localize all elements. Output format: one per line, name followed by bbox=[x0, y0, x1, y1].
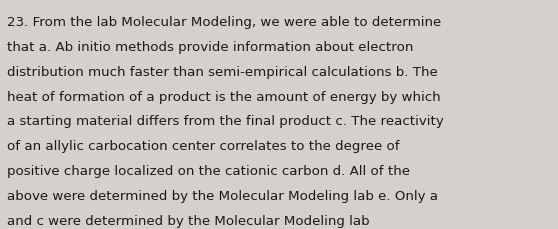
Text: heat of formation of a product is the amount of energy by which: heat of formation of a product is the am… bbox=[7, 90, 441, 103]
Text: that a. Ab initio methods provide information about electron: that a. Ab initio methods provide inform… bbox=[7, 41, 413, 54]
Text: 23. From the lab Molecular Modeling, we were able to determine: 23. From the lab Molecular Modeling, we … bbox=[7, 16, 441, 29]
Text: distribution much faster than semi-empirical calculations b. The: distribution much faster than semi-empir… bbox=[7, 65, 438, 79]
Text: of an allylic carbocation center correlates to the degree of: of an allylic carbocation center correla… bbox=[7, 140, 400, 153]
Text: and c were determined by the Molecular Modeling lab: and c were determined by the Molecular M… bbox=[7, 214, 370, 227]
Text: positive charge localized on the cationic carbon d. All of the: positive charge localized on the cationi… bbox=[7, 164, 410, 177]
Text: a starting material differs from the final product c. The reactivity: a starting material differs from the fin… bbox=[7, 115, 444, 128]
Text: above were determined by the Molecular Modeling lab e. Only a: above were determined by the Molecular M… bbox=[7, 189, 438, 202]
